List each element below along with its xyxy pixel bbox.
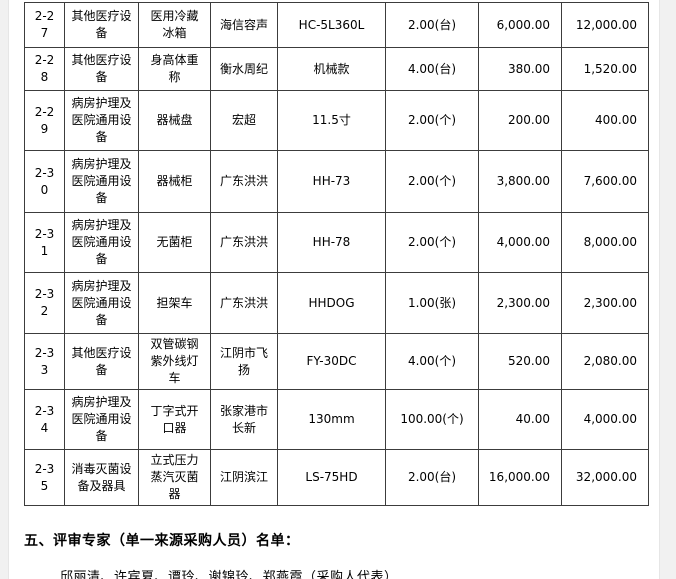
category-cell: 病房护理及医院通用设备 <box>64 389 139 450</box>
total-cell: 2,080.00 <box>561 333 649 390</box>
expert-names-line: 邱丽清、许宾夏、谭玲、谢锦玲、郑燕霞（采购人代表） <box>60 570 398 579</box>
quantity-cell: 2.00(个) <box>385 90 479 151</box>
row-number-cell: 2-29 <box>24 90 65 151</box>
item-name-cell: 医用冷藏冰箱 <box>138 2 211 48</box>
model-cell: FY-30DC <box>277 333 386 390</box>
category-cell: 其他医疗设备 <box>64 47 139 91</box>
row-number-cell: 2-27 <box>24 2 65 48</box>
category-cell: 消毒灭菌设备及器具 <box>64 449 139 506</box>
row-number-cell: 2-34 <box>24 389 65 450</box>
page-right-margin-strip <box>659 0 676 579</box>
quantity-cell: 2.00(个) <box>385 212 479 273</box>
total-cell: 8,000.00 <box>561 212 649 273</box>
category-cell: 病房护理及医院通用设备 <box>64 272 139 334</box>
quantity-cell: 100.00(个) <box>385 389 479 450</box>
model-cell: HHDOG <box>277 272 386 334</box>
brand-cell: 海信容声 <box>210 2 278 48</box>
total-cell: 4,000.00 <box>561 389 649 450</box>
category-cell: 病房护理及医院通用设备 <box>64 212 139 273</box>
model-cell: 11.5寸 <box>277 90 386 151</box>
table-row: 2-31 病房护理及医院通用设备 无菌柜 广东洪洪 HH-78 2.00(个) … <box>24 212 649 273</box>
quantity-cell: 2.00(台) <box>385 449 479 506</box>
table-row: 2-29 病房护理及医院通用设备 器械盘 宏超 11.5寸 2.00(个) 20… <box>24 90 649 151</box>
model-cell: LS-75HD <box>277 449 386 506</box>
quantity-cell: 4.00(个) <box>385 333 479 390</box>
row-number-cell: 2-28 <box>24 47 65 91</box>
quantity-cell: 1.00(张) <box>385 272 479 334</box>
unit-price-cell: 200.00 <box>478 90 562 151</box>
unit-price-cell: 40.00 <box>478 389 562 450</box>
item-name-cell: 双管碳钢紫外线灯车 <box>138 333 211 390</box>
total-cell: 32,000.00 <box>561 449 649 506</box>
table-row: 2-27 其他医疗设备 医用冷藏冰箱 海信容声 HC-5L360L 2.00(台… <box>24 2 649 48</box>
brand-cell: 衡水周纪 <box>210 47 278 91</box>
expert-list-section-heading: 五、评审专家（单一来源采购人员）名单： <box>24 533 300 549</box>
item-name-cell: 立式压力蒸汽灭菌器 <box>138 449 211 506</box>
total-cell: 2,300.00 <box>561 272 649 334</box>
model-cell: 机械款 <box>277 47 386 91</box>
item-name-cell: 丁字式开口器 <box>138 389 211 450</box>
category-cell: 病房护理及医院通用设备 <box>64 90 139 151</box>
quantity-cell: 2.00(台) <box>385 2 479 48</box>
unit-price-cell: 6,000.00 <box>478 2 562 48</box>
unit-price-cell: 380.00 <box>478 47 562 91</box>
row-number-cell: 2-30 <box>24 150 65 213</box>
model-cell: 130mm <box>277 389 386 450</box>
quantity-cell: 2.00(个) <box>385 150 479 213</box>
procurement-items-table: 2-27 其他医疗设备 医用冷藏冰箱 海信容声 HC-5L360L 2.00(台… <box>24 2 649 506</box>
total-cell: 12,000.00 <box>561 2 649 48</box>
table-row: 2-32 病房护理及医院通用设备 担架车 广东洪洪 HHDOG 1.00(张) … <box>24 272 649 334</box>
item-name-cell: 身高体重称 <box>138 47 211 91</box>
row-number-cell: 2-33 <box>24 333 65 390</box>
item-name-cell: 器械盘 <box>138 90 211 151</box>
table-row: 2-34 病房护理及医院通用设备 丁字式开口器 张家港市长新 130mm 100… <box>24 389 649 450</box>
brand-cell: 江阴滨江 <box>210 449 278 506</box>
unit-price-cell: 16,000.00 <box>478 449 562 506</box>
table-row: 2-35 消毒灭菌设备及器具 立式压力蒸汽灭菌器 江阴滨江 LS-75HD 2.… <box>24 449 649 506</box>
total-cell: 1,520.00 <box>561 47 649 91</box>
item-name-cell: 器械柜 <box>138 150 211 213</box>
model-cell: HH-78 <box>277 212 386 273</box>
row-number-cell: 2-31 <box>24 212 65 273</box>
brand-cell: 张家港市长新 <box>210 389 278 450</box>
total-cell: 7,600.00 <box>561 150 649 213</box>
brand-cell: 广东洪洪 <box>210 212 278 273</box>
model-cell: HC-5L360L <box>277 2 386 48</box>
item-name-cell: 担架车 <box>138 272 211 334</box>
page-left-margin-strip <box>0 0 9 579</box>
category-cell: 病房护理及医院通用设备 <box>64 150 139 213</box>
brand-cell: 宏超 <box>210 90 278 151</box>
brand-cell: 广东洪洪 <box>210 272 278 334</box>
unit-price-cell: 3,800.00 <box>478 150 562 213</box>
table-row: 2-33 其他医疗设备 双管碳钢紫外线灯车 江阴市飞扬 FY-30DC 4.00… <box>24 333 649 390</box>
table-row: 2-28 其他医疗设备 身高体重称 衡水周纪 机械款 4.00(台) 380.0… <box>24 47 649 91</box>
table-row: 2-30 病房护理及医院通用设备 器械柜 广东洪洪 HH-73 2.00(个) … <box>24 150 649 213</box>
quantity-cell: 4.00(台) <box>385 47 479 91</box>
document-content: 2-27 其他医疗设备 医用冷藏冰箱 海信容声 HC-5L360L 2.00(台… <box>24 2 649 579</box>
unit-price-cell: 520.00 <box>478 333 562 390</box>
model-cell: HH-73 <box>277 150 386 213</box>
item-name-cell: 无菌柜 <box>138 212 211 273</box>
brand-cell: 广东洪洪 <box>210 150 278 213</box>
total-cell: 400.00 <box>561 90 649 151</box>
row-number-cell: 2-35 <box>24 449 65 506</box>
unit-price-cell: 4,000.00 <box>478 212 562 273</box>
unit-price-cell: 2,300.00 <box>478 272 562 334</box>
category-cell: 其他医疗设备 <box>64 333 139 390</box>
row-number-cell: 2-32 <box>24 272 65 334</box>
category-cell: 其他医疗设备 <box>64 2 139 48</box>
brand-cell: 江阴市飞扬 <box>210 333 278 390</box>
